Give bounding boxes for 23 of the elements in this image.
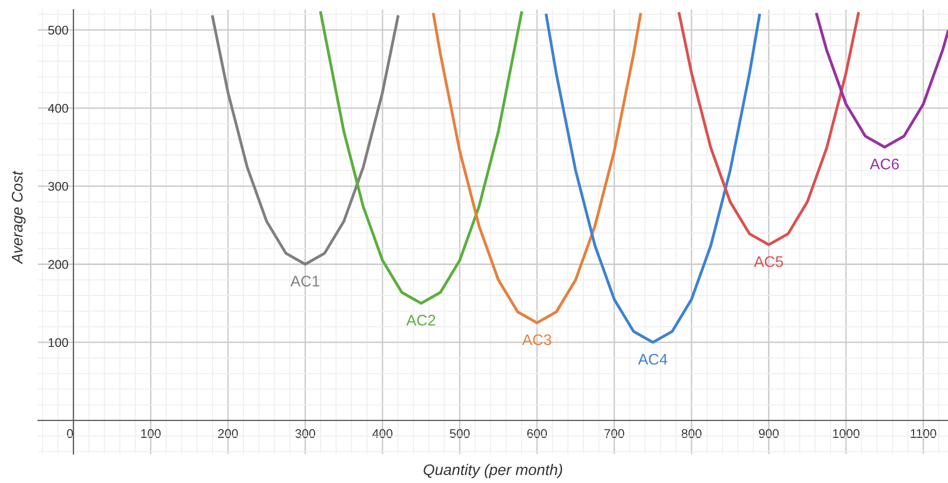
series-label: AC2 bbox=[406, 314, 436, 326]
y-tick-label: 400 bbox=[48, 104, 68, 113]
x-tick-label: 0 bbox=[66, 429, 73, 438]
line-series bbox=[211, 15, 400, 266]
y-tick-label: 200 bbox=[48, 260, 68, 269]
x-tick-label: 400 bbox=[372, 429, 392, 438]
series-label: AC5 bbox=[754, 256, 783, 268]
line-series bbox=[319, 11, 523, 305]
y-tick-label: 100 bbox=[48, 338, 68, 347]
x-tick-label: 1100 bbox=[910, 429, 936, 438]
y-axis-title: Average Cost bbox=[12, 170, 26, 264]
x-tick-label: 800 bbox=[682, 429, 702, 438]
y-tick-label: 500 bbox=[48, 26, 68, 35]
series-label: AC4 bbox=[638, 354, 668, 365]
series-label: AC1 bbox=[290, 276, 320, 287]
x-axis-title: Quantity (per month) bbox=[424, 464, 562, 478]
line-series bbox=[815, 12, 948, 148]
line-series bbox=[678, 12, 860, 246]
x-tick-label: 200 bbox=[218, 429, 238, 438]
y-tick-label: 300 bbox=[48, 182, 68, 191]
series-label: AC3 bbox=[522, 334, 552, 346]
series-label: AC6 bbox=[870, 158, 899, 170]
x-tick-label: 1000 bbox=[833, 429, 860, 438]
